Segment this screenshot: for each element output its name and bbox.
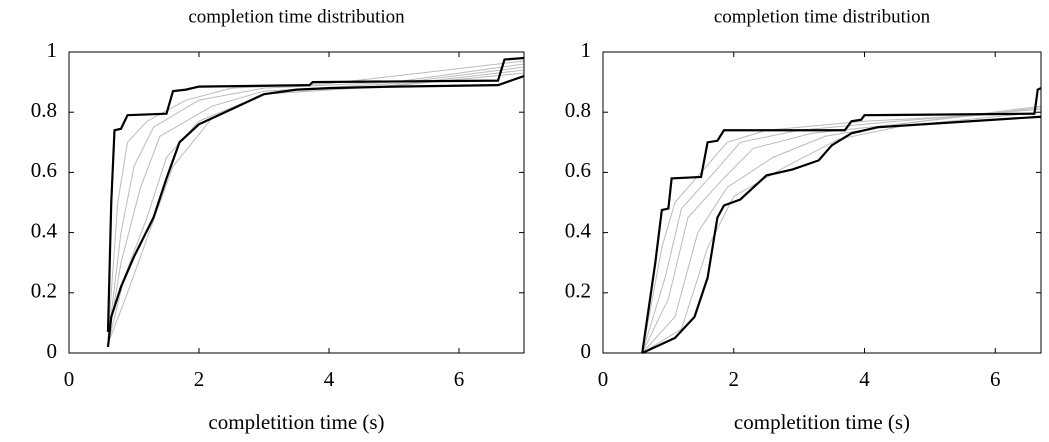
x-tick-label: 4 <box>324 367 335 391</box>
chart-title: completion time distribution <box>714 6 931 27</box>
cdf-line <box>641 107 1042 354</box>
x-tick-label: 6 <box>454 367 465 391</box>
cdf-line <box>107 69 525 345</box>
x-tick-label: 2 <box>728 367 739 391</box>
x-tick-label: 0 <box>64 367 75 391</box>
y-tick-label: 0.2 <box>31 279 57 303</box>
cdf-line <box>107 72 525 345</box>
cdf-line <box>641 87 1042 354</box>
y-tick-label: 0.8 <box>565 98 591 122</box>
y-tick-label: 0.8 <box>31 98 57 122</box>
x-tick-label: 2 <box>194 367 205 391</box>
cdf-line <box>106 56 525 332</box>
y-tick-label: 0.6 <box>565 158 591 182</box>
x-axis-label: completition time (s) <box>208 410 384 434</box>
y-tick-label: 0.4 <box>565 218 592 242</box>
y-tick-label: 0 <box>47 339 58 363</box>
x-tick-label: 0 <box>598 367 609 391</box>
plot-frame <box>68 51 525 354</box>
cdf-line <box>641 115 1042 354</box>
cdf-line <box>641 108 1042 354</box>
cdf-line <box>107 66 525 342</box>
y-tick-label: 0.2 <box>565 279 591 303</box>
y-tick-label: 1 <box>47 38 58 62</box>
cdf-line <box>641 111 1042 354</box>
y-tick-label: 0.6 <box>31 158 57 182</box>
plot-frame <box>602 51 1042 354</box>
x-tick-label: 6 <box>990 367 1001 391</box>
cdf-line <box>106 75 525 348</box>
cdf-line <box>641 111 1042 354</box>
y-tick-label: 1 <box>581 38 592 62</box>
x-tick-label: 4 <box>859 367 870 391</box>
cdf-line <box>107 63 525 342</box>
chart-title: completion time distribution <box>188 6 405 27</box>
cdf-line <box>641 105 1042 354</box>
x-axis-label: completition time (s) <box>734 410 910 434</box>
y-tick-label: 0.4 <box>31 218 58 242</box>
y-tick-label: 0 <box>581 339 592 363</box>
